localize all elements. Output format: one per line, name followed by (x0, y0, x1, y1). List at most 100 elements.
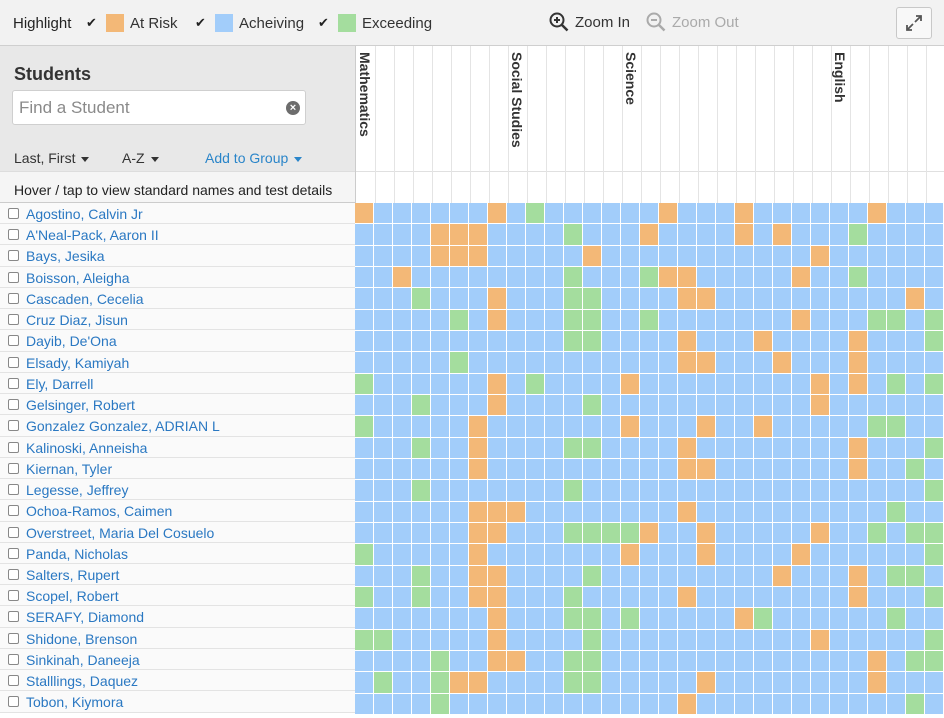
score-cell[interactable] (545, 587, 564, 609)
score-cell[interactable] (849, 587, 868, 609)
score-cell[interactable] (431, 501, 450, 523)
score-cell[interactable] (545, 523, 564, 545)
score-cell[interactable] (507, 288, 526, 310)
score-cell[interactable] (735, 245, 754, 267)
score-cell[interactable] (716, 523, 735, 545)
score-cell[interactable] (868, 373, 887, 395)
score-cell[interactable] (412, 608, 431, 630)
score-cell[interactable] (887, 288, 906, 310)
score-cell[interactable] (868, 459, 887, 481)
student-checkbox[interactable] (8, 611, 19, 623)
score-cell[interactable] (621, 203, 640, 225)
score-cell[interactable] (393, 544, 412, 566)
score-cell[interactable] (564, 693, 583, 715)
score-cell[interactable] (545, 267, 564, 289)
score-cell[interactable] (868, 544, 887, 566)
score-cell[interactable] (868, 587, 887, 609)
score-cell[interactable] (621, 437, 640, 459)
score-cell[interactable] (906, 437, 925, 459)
score-cell[interactable] (412, 629, 431, 651)
score-cell[interactable] (773, 309, 792, 331)
score-cell[interactable] (583, 587, 602, 609)
score-cell[interactable] (906, 501, 925, 523)
score-cell[interactable] (545, 416, 564, 438)
score-cell[interactable] (545, 565, 564, 587)
score-cell[interactable] (906, 331, 925, 353)
score-cell[interactable] (925, 395, 944, 417)
score-cell[interactable] (412, 267, 431, 289)
score-cell[interactable] (830, 203, 849, 225)
score-cell[interactable] (773, 288, 792, 310)
score-cell[interactable] (773, 245, 792, 267)
score-cell[interactable] (545, 352, 564, 374)
score-cell[interactable] (735, 395, 754, 417)
score-cell[interactable] (507, 544, 526, 566)
score-cell[interactable] (526, 245, 545, 267)
score-cell[interactable] (811, 267, 830, 289)
score-cell[interactable] (431, 523, 450, 545)
score-cell[interactable] (621, 480, 640, 502)
score-cell[interactable] (450, 565, 469, 587)
score-cell[interactable] (621, 416, 640, 438)
student-checkbox[interactable] (8, 505, 19, 517)
score-cell[interactable] (697, 245, 716, 267)
score-cell[interactable] (811, 629, 830, 651)
score-cell[interactable] (659, 565, 678, 587)
score-cell[interactable] (583, 459, 602, 481)
score-cell[interactable] (887, 373, 906, 395)
score-cell[interactable] (811, 352, 830, 374)
score-cell[interactable] (830, 672, 849, 694)
score-cell[interactable] (602, 693, 621, 715)
score-cell[interactable] (488, 629, 507, 651)
score-cell[interactable] (412, 437, 431, 459)
score-cell[interactable] (697, 459, 716, 481)
score-cell[interactable] (583, 203, 602, 225)
score-cell[interactable] (754, 373, 773, 395)
score-cell[interactable] (678, 480, 697, 502)
score-cell[interactable] (868, 352, 887, 374)
student-name-link[interactable]: SERAFY, Diamond (26, 609, 145, 626)
score-cell[interactable] (431, 352, 450, 374)
score-cell[interactable] (754, 224, 773, 246)
score-cell[interactable] (621, 288, 640, 310)
score-cell[interactable] (830, 416, 849, 438)
score-cell[interactable] (488, 651, 507, 673)
score-cell[interactable] (811, 608, 830, 630)
score-cell[interactable] (697, 501, 716, 523)
student-name-link[interactable]: Legesse, Jeffrey (26, 482, 129, 499)
score-cell[interactable] (811, 672, 830, 694)
score-cell[interactable] (450, 480, 469, 502)
score-cell[interactable] (830, 331, 849, 353)
score-cell[interactable] (887, 672, 906, 694)
score-cell[interactable] (602, 309, 621, 331)
zoom-out-button[interactable]: Zoom Out (646, 12, 739, 32)
score-cell[interactable] (754, 267, 773, 289)
score-cell[interactable] (412, 693, 431, 715)
student-name-link[interactable]: Salters, Rupert (26, 566, 120, 583)
score-cell[interactable] (906, 267, 925, 289)
score-cell[interactable] (811, 437, 830, 459)
score-cell[interactable] (602, 544, 621, 566)
score-cell[interactable] (640, 459, 659, 481)
score-cell[interactable] (374, 629, 393, 651)
score-cell[interactable] (887, 395, 906, 417)
score-cell[interactable] (355, 203, 374, 225)
score-cell[interactable] (640, 267, 659, 289)
score-cell[interactable] (355, 224, 374, 246)
score-cell[interactable] (678, 373, 697, 395)
score-cell[interactable] (849, 416, 868, 438)
score-cell[interactable] (545, 309, 564, 331)
score-cell[interactable] (887, 224, 906, 246)
score-cell[interactable] (659, 672, 678, 694)
score-cell[interactable] (925, 416, 944, 438)
score-cell[interactable] (545, 373, 564, 395)
score-cell[interactable] (735, 544, 754, 566)
score-cell[interactable] (906, 608, 925, 630)
score-cell[interactable] (393, 288, 412, 310)
score-cell[interactable] (925, 309, 944, 331)
score-cell[interactable] (469, 416, 488, 438)
score-cell[interactable] (659, 309, 678, 331)
score-cell[interactable] (374, 693, 393, 715)
score-cell[interactable] (735, 203, 754, 225)
score-cell[interactable] (754, 245, 773, 267)
